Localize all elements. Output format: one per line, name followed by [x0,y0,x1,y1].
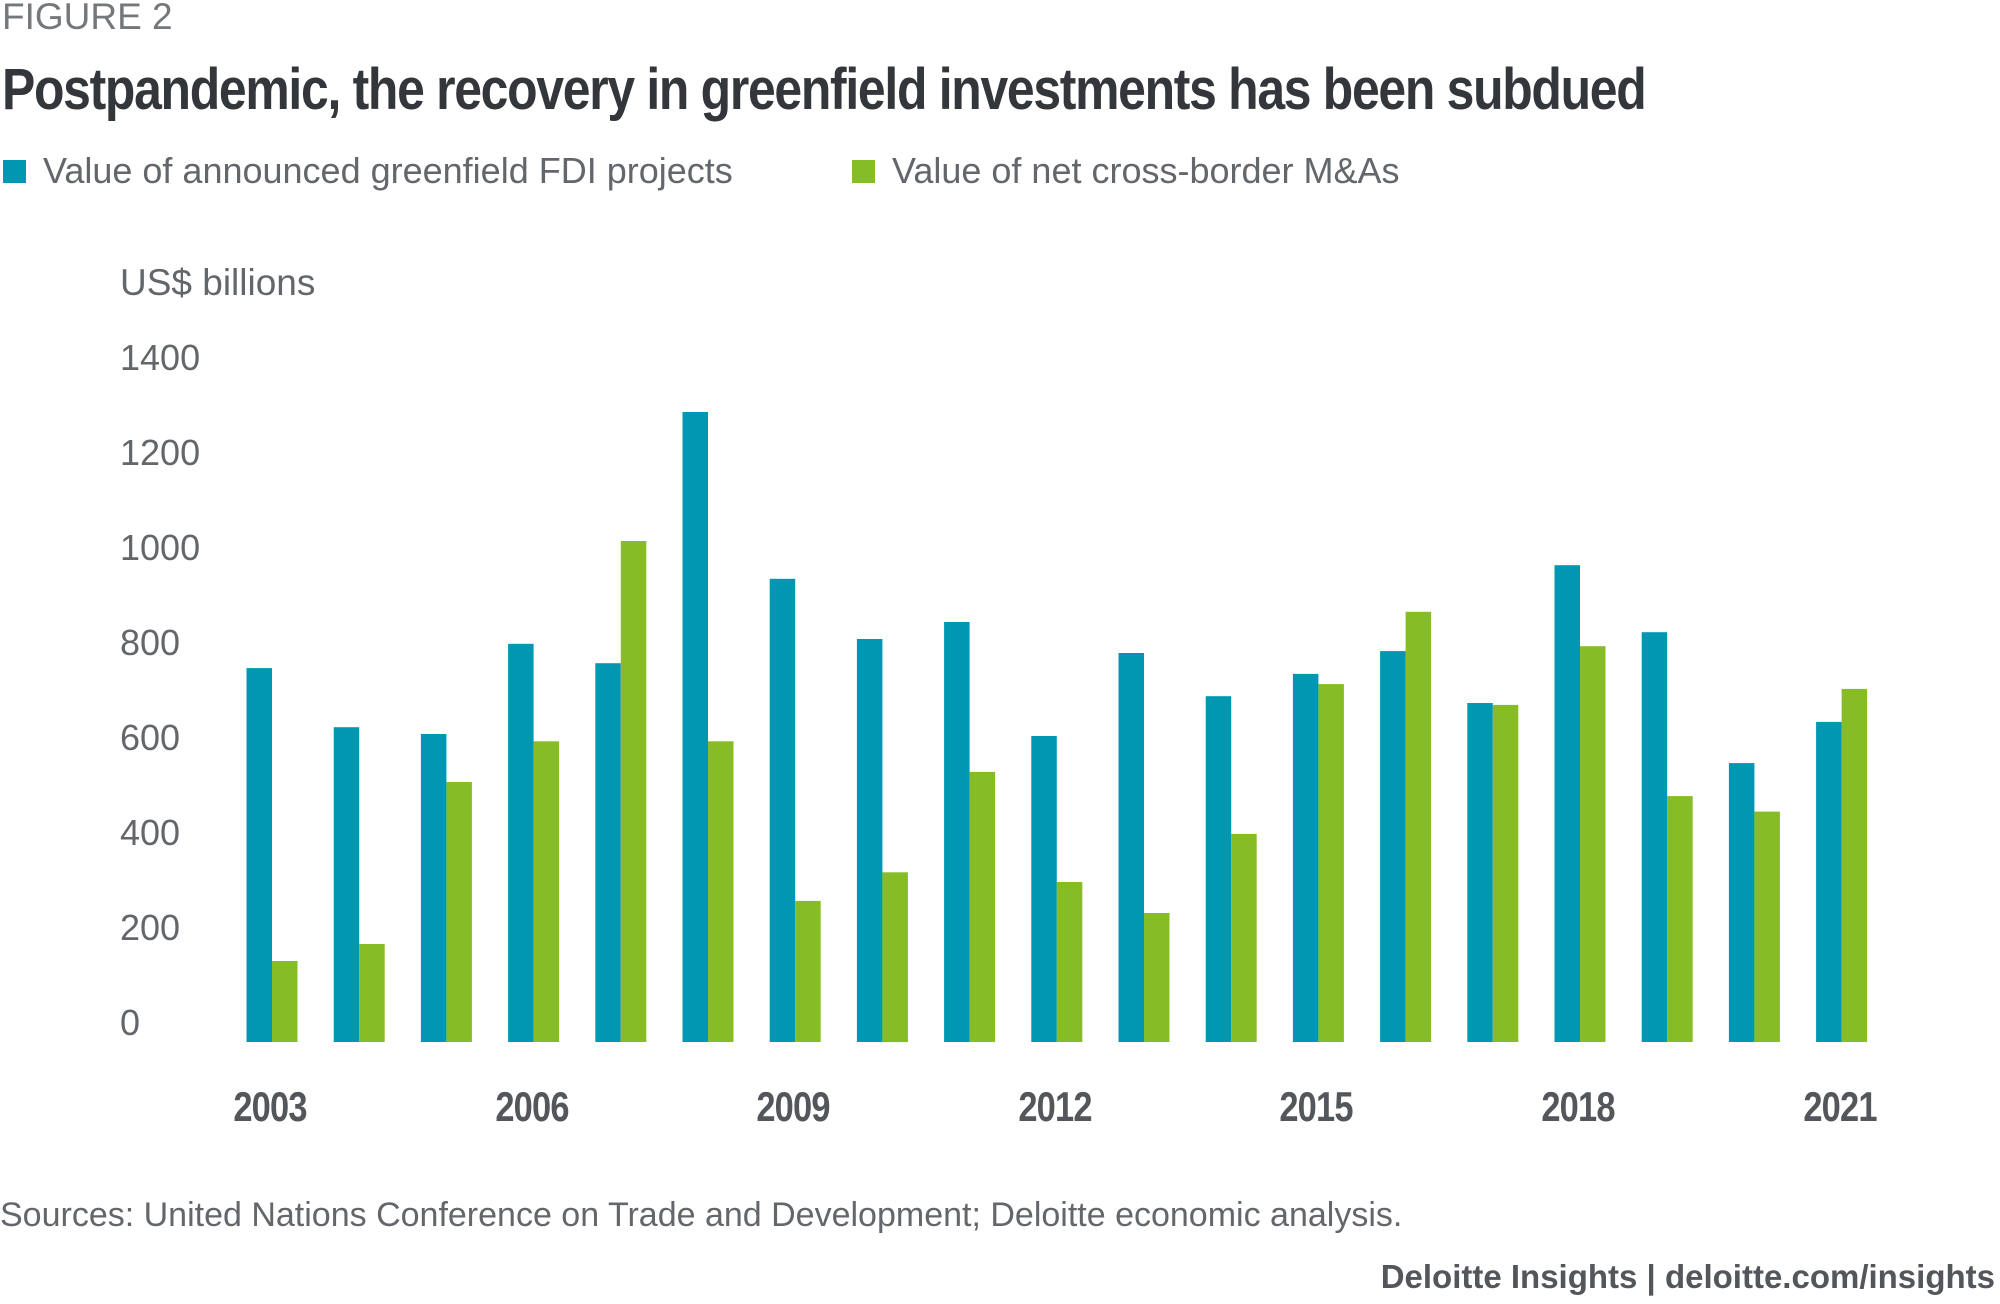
bar-mna-2012 [1056,882,1083,1042]
bar-mna-2003 [272,961,298,1042]
x-tick-label: 2018 [1541,1083,1615,1130]
bar-mna-2008 [708,741,734,1042]
bar-greenfield-2019 [1641,632,1668,1042]
bar-mna-2011 [969,771,996,1042]
x-tick-label: 2012 [1018,1083,1092,1130]
legend: Value of announced greenfield FDI projec… [0,150,2000,200]
bar-greenfield-2003 [246,668,272,1042]
bar-greenfield-2010 [856,639,883,1042]
bar-mna-2014 [1231,833,1257,1042]
y-tick-label: 1400 [120,337,201,378]
y-tick-label: 400 [120,812,181,853]
bar-greenfield-2015 [1292,673,1319,1042]
bar-mna-2015 [1318,684,1344,1042]
bar-greenfield-2018 [1554,565,1580,1042]
figure-label: FIGURE 2 [2,0,173,37]
x-tick-label: 2006 [494,1083,569,1130]
x-tick-label: 2003 [233,1083,307,1130]
bar-greenfield-2021 [1816,721,1842,1042]
bar-mna-2009 [795,900,821,1042]
bar-greenfield-2004 [333,727,360,1042]
bar-mna-2021 [1841,688,1868,1042]
bar-greenfield-2014 [1205,696,1232,1042]
legend-label-mna: Value of net cross-border M&As [892,150,1400,191]
bar-mna-2006 [533,741,560,1042]
legend-item-mna: Value of net cross-border M&As [852,150,1400,192]
x-tick-label: 2009 [756,1083,831,1130]
bar-mna-2018 [1580,646,1606,1042]
legend-item-greenfield: Value of announced greenfield FDI projec… [3,150,733,192]
bar-mna-2017 [1492,704,1519,1042]
bar-greenfield-2008 [682,412,708,1042]
bar-mna-2010 [882,872,908,1043]
bar-greenfield-2017 [1467,703,1493,1042]
y-axis-unit-label: US$ billions [120,262,316,303]
bar-greenfield-2012 [1031,736,1057,1042]
x-tick-label: 2015 [1279,1083,1354,1130]
bar-mna-2019 [1667,796,1693,1042]
legend-swatch-mna [852,159,875,183]
legend-label-greenfield: Value of announced greenfield FDI projec… [43,150,733,191]
bar-mna-2013 [1144,913,1170,1042]
y-tick-label: 600 [120,717,181,758]
bar-greenfield-2016 [1380,651,1406,1042]
x-tick-label: 2021 [1802,1083,1877,1130]
bar-mna-2007 [620,541,647,1042]
bar-greenfield-2005 [420,734,447,1042]
bar-mna-2020 [1754,811,1780,1042]
bar-greenfield-2011 [944,622,970,1042]
y-tick-label: 0 [120,1002,141,1043]
bar-greenfield-2006 [508,643,534,1042]
y-tick-label: 800 [120,622,181,663]
bar-mna-2005 [446,782,472,1042]
bar-greenfield-2009 [769,578,796,1042]
bar-greenfield-2007 [595,663,621,1042]
bar-greenfield-2013 [1118,653,1144,1042]
chart-title: Postpandemic, the recovery in greenfield… [2,57,1647,122]
bar-greenfield-2020 [1728,763,1755,1042]
footer-credit: Deloitte Insights | deloitte.com/insight… [1380,1258,1995,1295]
legend-swatch-greenfield [3,159,26,183]
y-tick-label: 200 [120,907,181,948]
bar-mna-2016 [1405,611,1432,1042]
sources-note: Sources: United Nations Conference on Tr… [0,1196,1403,1234]
bar-mna-2004 [359,944,385,1042]
y-tick-label: 1000 [120,527,201,568]
y-tick-label: 1200 [120,432,201,473]
